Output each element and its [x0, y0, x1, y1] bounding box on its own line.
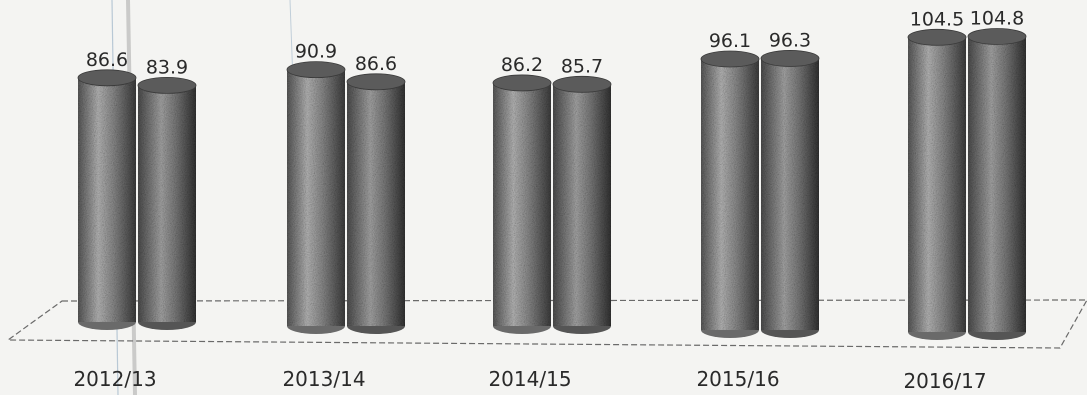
cylinder-top — [286, 61, 346, 79]
cylinder-body — [493, 82, 551, 326]
x-tick-label: 2016/17 — [903, 369, 986, 393]
x-tick-label: 2015/16 — [696, 367, 779, 391]
data-label: 86.2 — [501, 54, 543, 76]
data-label: 83.9 — [146, 56, 188, 78]
cylinder-body — [78, 77, 136, 323]
cylinder-body — [287, 69, 345, 327]
bar-2012-13-series1 — [77, 69, 137, 330]
cylinder-body — [701, 58, 759, 331]
cylinder-top — [346, 73, 406, 91]
cylinder-top — [137, 77, 197, 94]
data-label: 96.1 — [709, 30, 751, 52]
bar-2016-17-series2 — [967, 28, 1027, 340]
data-label: 86.6 — [86, 49, 128, 71]
x-tick-label: 2013/14 — [282, 367, 365, 391]
x-tick-label: 2014/15 — [488, 367, 571, 391]
bar-2014-15-series2 — [552, 75, 612, 334]
cylinder-top — [700, 50, 760, 68]
cylinder-top — [552, 75, 612, 93]
data-label: 104.8 — [970, 7, 1024, 29]
cylinder-body — [347, 81, 405, 327]
data-label: 104.5 — [910, 8, 964, 30]
data-labels-group: 86.6 83.9 90.9 86.6 86.2 85.7 96.1 96.3 104.5 104… — [86, 7, 1024, 78]
bar-2016-17-series1 — [907, 28, 967, 340]
cylinder-body — [968, 36, 1026, 333]
data-label: 96.3 — [769, 29, 811, 51]
cylinder-top — [760, 50, 820, 67]
bar-2013-14-series1 — [286, 61, 346, 334]
x-tick-label: 2012/13 — [73, 367, 156, 391]
bar-2013-14-series2 — [346, 73, 406, 334]
chart-floor — [6, 299, 1087, 349]
cylinder-top — [77, 69, 137, 87]
cylinder-body — [761, 58, 819, 331]
cylinder-top — [492, 74, 552, 92]
x-axis-ticks: 2012/13 2013/14 2014/15 2015/16 2016/17 — [73, 367, 986, 393]
bar-2015-16-series1 — [700, 50, 760, 338]
cylinder-body — [908, 37, 966, 333]
bar-2014-15-series1 — [492, 74, 552, 334]
data-label: 86.6 — [355, 53, 397, 75]
cylinder-body — [138, 85, 196, 322]
bar-2015-16-series2 — [760, 50, 820, 338]
bar-2012-13-series2 — [137, 77, 197, 330]
bars-group — [77, 28, 1027, 340]
data-label: 90.9 — [295, 41, 337, 63]
cylinder-body — [553, 84, 611, 327]
cylinder-top — [967, 28, 1027, 45]
data-label: 85.7 — [561, 55, 603, 77]
cylinder-top — [907, 28, 967, 46]
